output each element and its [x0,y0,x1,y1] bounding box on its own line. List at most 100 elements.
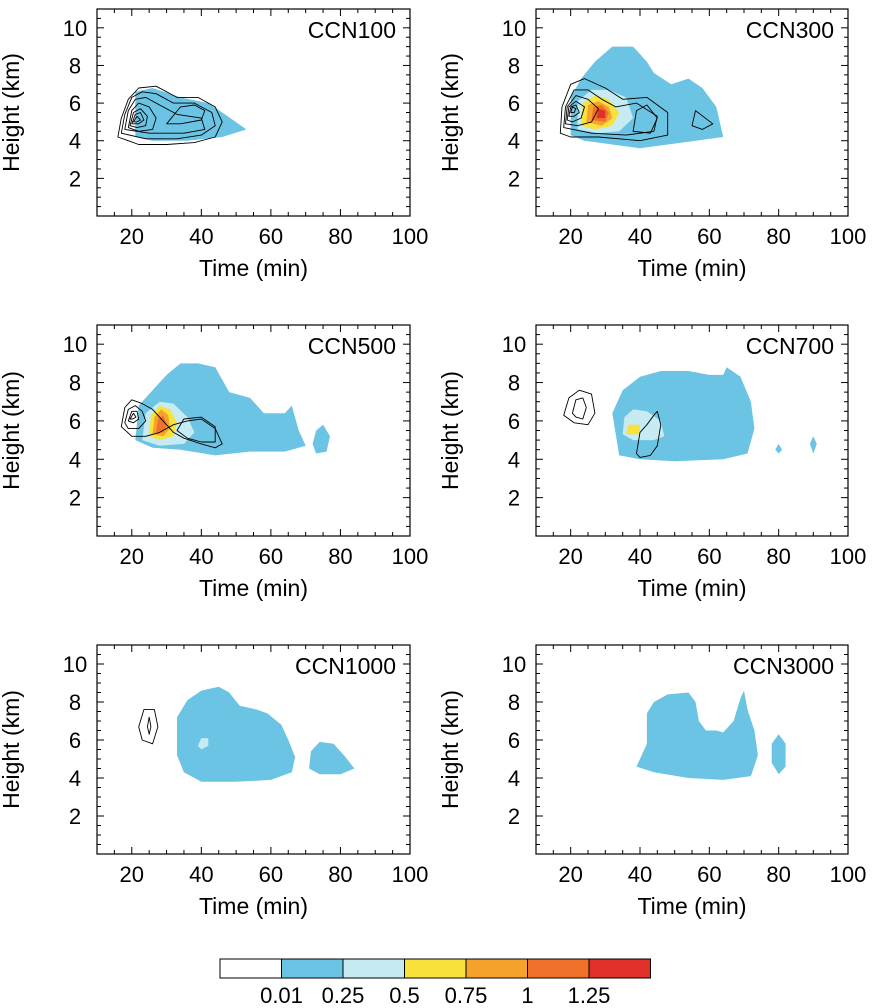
y-tick-label: 10 [63,332,87,357]
x-tick-label: 60 [259,862,283,887]
shaded-region-level-6 [596,108,606,119]
y-tick-label: 6 [508,409,520,434]
x-tick-label: 40 [189,544,213,569]
y-axis-label: Height (km) [0,371,24,490]
shaded-region-level-1 [636,690,758,780]
contour-line [559,78,669,142]
y-tick-label: 4 [69,447,81,472]
panel-title: CCN500 [308,333,396,359]
contour-line [570,106,577,113]
contour-line [133,115,141,123]
x-axis-label: Time (min) [637,893,746,919]
contour-line [636,410,662,458]
shaded-region-level-1 [775,443,783,454]
colorbar: 0.01 0.25 0.5 0.75 1 1.25 [219,958,651,1008]
y-tick-label: 8 [508,371,520,396]
y-tick-label: 8 [508,53,520,78]
y-tick-label: 8 [508,690,520,715]
y-tick-label: 10 [63,16,87,41]
contour-line [138,709,159,745]
panel-title: CCN1000 [295,653,396,679]
colorbar-label: 1.25 [568,983,611,1008]
y-tick-label: 10 [502,652,526,677]
colorbar-box-0 [219,958,282,979]
x-axis-label: Time (min) [199,893,308,919]
x-tick-label: 80 [328,544,352,569]
y-tick-label: 8 [69,53,81,78]
x-tick-label: 20 [558,862,582,887]
y-tick-label: 8 [69,690,81,715]
y-tick-label: 4 [508,447,520,472]
shaded-region-level-1 [309,741,355,775]
y-axis-label: Height (km) [437,371,463,490]
contour-line [127,102,157,132]
x-tick-label: 60 [697,544,721,569]
x-tick-label: 80 [328,224,352,249]
x-axis-label: Time (min) [199,255,308,281]
contour-line [129,412,137,420]
colorbar-label: 0.75 [445,983,488,1008]
x-tick-label: 20 [120,224,144,249]
shaded-region-level-5 [156,415,167,433]
y-tick-label: 6 [69,409,81,434]
y-tick-label: 6 [508,728,520,753]
x-tick-label: 20 [558,544,582,569]
y-tick-label: 2 [69,166,81,191]
x-tick-label: 40 [628,862,652,887]
x-tick-label: 20 [558,224,582,249]
colorbar-box-4 [465,958,528,979]
x-tick-label: 100 [392,862,429,887]
panel-title: CCN100 [308,17,396,43]
contour-line [127,410,140,424]
panel-title: CCN700 [746,333,834,359]
panel-ccn500: 20 40 60 80 100 2 4 6 8 10 Time (min) Height (km) CC… [0,324,429,601]
y-axis-label: Height (km) [0,690,24,809]
x-tick-label: 100 [830,224,867,249]
contour-line [124,96,206,134]
x-tick-label: 100 [830,544,867,569]
contour-line [691,110,714,130]
x-tick-label: 80 [766,224,790,249]
contour-line [120,91,216,140]
x-tick-label: 40 [628,224,652,249]
colorbar-box-3 [404,958,467,979]
x-tick-label: 60 [259,544,283,569]
contour-line [568,104,580,117]
contour-line [563,389,596,426]
y-tick-label: 2 [508,166,520,191]
contour-line [124,405,147,430]
contour-line [563,89,658,136]
contour-line [176,416,216,443]
contour-line [146,716,152,735]
y-tick-label: 6 [69,91,81,116]
panel-ccn700: 20 40 60 80 100 2 4 6 8 10 Time (min) Height (km) CC… [437,324,867,601]
y-tick-label: 4 [69,129,81,154]
y-tick-label: 6 [508,91,520,116]
contour-line [565,95,599,127]
contour-line [566,100,585,123]
x-tick-label: 100 [392,544,429,569]
x-tick-label: 100 [830,862,867,887]
y-tick-label: 10 [63,652,87,677]
colorbar-label: 1 [521,983,533,1008]
colorbar-box-1 [281,958,344,979]
x-tick-label: 20 [120,544,144,569]
colorbar-label: 0.01 [260,983,303,1008]
x-axis-label: Time (min) [199,575,308,601]
shaded-region-level-3 [626,424,640,435]
contour-line [131,112,145,125]
shaded-region-level-1 [809,436,817,454]
shaded-region-level-1 [312,424,330,454]
panel-ccn1000: 20 40 60 80 100 2 4 6 8 10 Time (min) Height (km) CC… [0,644,429,919]
contour-line [571,397,587,420]
y-tick-label: 6 [69,728,81,753]
contour-line [120,399,223,449]
colorbar-label: 0.25 [322,983,365,1008]
colorbar-box-5 [527,958,590,979]
y-tick-label: 2 [508,804,520,829]
shaded-region-level-1 [177,686,296,782]
contour-line [129,108,148,129]
colorbar-label: 0.5 [389,983,420,1008]
colorbar-box-2 [342,958,405,979]
